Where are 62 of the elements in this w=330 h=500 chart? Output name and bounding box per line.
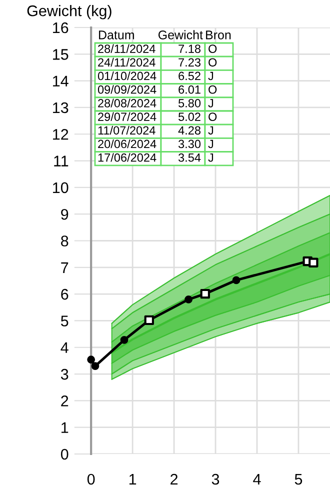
y-tick-label: 7 (61, 262, 68, 273)
annotation: O (208, 44, 217, 53)
annotation: O (208, 85, 217, 94)
y-tick-label: 10 (53, 182, 68, 194)
point (232, 276, 240, 284)
annotation: 6.01 (178, 85, 200, 94)
annotation: 28/11/2024 (98, 44, 156, 53)
y-tick-label: 12 (53, 128, 68, 140)
y-tick-label: 9 (61, 208, 68, 220)
annotation: O (208, 112, 217, 121)
annotation: 01/10/2024 (98, 72, 156, 80)
annotation: 3.30 (178, 140, 201, 148)
x-tick-label: 2 (170, 474, 178, 485)
y-tick-label: 8 (61, 236, 68, 246)
annotation: 28/08/2024 (98, 98, 156, 108)
annotation: 5.80 (178, 99, 201, 108)
annotation: 17/06/2024 (98, 153, 156, 162)
annotation: 24/11/2024 (98, 58, 156, 67)
annotation: Bron (206, 30, 231, 40)
annotation: J (208, 140, 214, 148)
annotation: 7.18 (178, 44, 200, 53)
point (184, 295, 193, 304)
y-tick-label: 15 (53, 49, 68, 60)
y-tick-label: 11 (54, 156, 68, 166)
y-tick-label: 6 (61, 288, 68, 300)
point (120, 336, 128, 344)
point (144, 315, 154, 326)
y-tick-label: 14 (53, 76, 68, 86)
annotation: O (208, 58, 217, 67)
y-axis-title: Gewicht (kg) (27, 5, 112, 20)
x-tick-label: 1 (129, 474, 136, 485)
x-tick-label: 4 (253, 474, 261, 485)
annotation: 20/06/2024 (98, 140, 156, 148)
annotation: 5.02 (178, 112, 200, 121)
y-tick-label: 2 (61, 396, 68, 406)
annotation: J (208, 154, 214, 162)
annotation: J (208, 126, 214, 135)
annotation: 09/09/2024 (98, 85, 156, 94)
y-tick-label: 5 (60, 316, 68, 326)
point (308, 258, 318, 268)
y-tick-label: 1 (62, 422, 68, 433)
x-tick-label: 3 (212, 474, 220, 485)
annotation: 3.54 (178, 153, 201, 162)
annotation: J (208, 72, 214, 80)
annotation: J (208, 99, 214, 108)
point (200, 288, 210, 299)
point (91, 362, 100, 370)
y-tick-label: 13 (53, 102, 68, 114)
annotation: Datum (99, 30, 134, 40)
x-tick-label: 5 (294, 474, 302, 485)
annotation: 11/07/2024 (98, 126, 156, 135)
annotation: 6.52 (178, 72, 200, 80)
annotation: Gewicht (158, 30, 203, 40)
annotation: 29/07/2024 (98, 112, 156, 121)
point (87, 356, 96, 364)
y-tick-label: 16 (53, 22, 68, 34)
y-tick-label: 4 (60, 342, 68, 353)
y-tick-label: 0 (60, 448, 68, 460)
x-tick-label: 0 (87, 474, 95, 485)
y-tick-label: 3 (60, 368, 68, 380)
annotation: 4.28 (178, 126, 200, 135)
annotation: 7.23 (178, 58, 200, 67)
